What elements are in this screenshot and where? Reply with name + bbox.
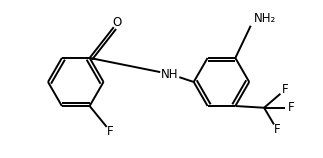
Text: F: F [282, 83, 288, 96]
Text: NH₂: NH₂ [254, 12, 276, 25]
Text: O: O [113, 16, 122, 29]
Text: F: F [287, 101, 294, 114]
Text: F: F [274, 123, 280, 136]
Text: F: F [107, 125, 114, 138]
Text: NH: NH [161, 67, 179, 81]
